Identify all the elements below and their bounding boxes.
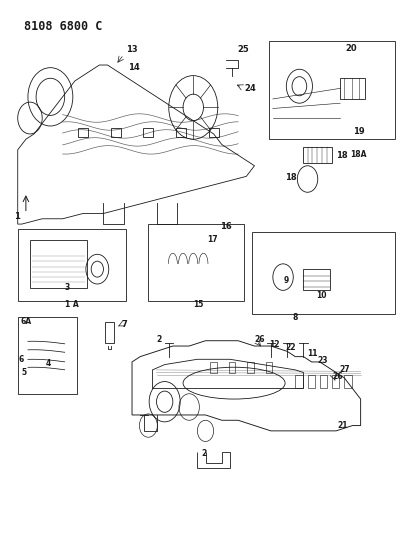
- Text: 22: 22: [285, 343, 296, 352]
- Text: 21: 21: [337, 421, 347, 430]
- Bar: [340, 78, 365, 100]
- Text: 11: 11: [307, 350, 317, 359]
- Text: 27: 27: [339, 366, 350, 374]
- Text: 26: 26: [254, 335, 265, 344]
- Bar: [18, 229, 126, 301]
- Bar: [303, 147, 332, 163]
- Text: 23: 23: [318, 357, 328, 366]
- Bar: [148, 224, 244, 301]
- Text: 17: 17: [208, 236, 218, 245]
- Bar: [229, 362, 236, 373]
- Text: 10: 10: [316, 292, 327, 301]
- Text: 13: 13: [126, 45, 138, 54]
- Text: 16: 16: [220, 222, 231, 231]
- Text: 25: 25: [237, 45, 249, 54]
- Bar: [143, 128, 153, 136]
- Text: 15: 15: [193, 300, 203, 309]
- Bar: [111, 128, 120, 136]
- Text: 14: 14: [128, 63, 140, 72]
- Bar: [320, 375, 327, 389]
- Text: 6A: 6A: [21, 317, 32, 326]
- Bar: [296, 375, 302, 389]
- Text: 8108 6800 C: 8108 6800 C: [24, 20, 102, 33]
- Text: 2: 2: [157, 335, 162, 344]
- Bar: [105, 322, 115, 343]
- Bar: [176, 128, 186, 136]
- Text: 18: 18: [336, 151, 348, 160]
- Text: 26: 26: [333, 372, 343, 381]
- Bar: [303, 269, 330, 290]
- Text: 6: 6: [18, 355, 24, 364]
- Text: 3: 3: [65, 283, 70, 292]
- Text: 5: 5: [22, 368, 27, 377]
- Bar: [18, 317, 77, 394]
- Bar: [332, 375, 339, 389]
- Text: 1: 1: [14, 212, 19, 221]
- Bar: [210, 362, 217, 373]
- Text: 7: 7: [122, 320, 127, 329]
- Bar: [344, 375, 352, 389]
- Bar: [78, 128, 88, 136]
- Bar: [252, 232, 395, 314]
- Text: 4: 4: [46, 359, 51, 367]
- Bar: [30, 240, 87, 288]
- Bar: [247, 362, 254, 373]
- Text: 8: 8: [293, 313, 298, 321]
- Text: 18A: 18A: [351, 150, 367, 159]
- Bar: [266, 362, 272, 373]
- Text: 12: 12: [269, 341, 279, 350]
- Text: 1 A: 1 A: [65, 300, 79, 309]
- Text: 18: 18: [285, 173, 296, 182]
- Bar: [269, 41, 395, 139]
- Text: 9: 9: [284, 276, 289, 285]
- Text: 20: 20: [345, 44, 357, 53]
- Text: 19: 19: [353, 127, 365, 136]
- Text: 24: 24: [244, 84, 256, 93]
- Text: 2: 2: [201, 449, 207, 458]
- Bar: [307, 375, 315, 389]
- Bar: [209, 128, 219, 136]
